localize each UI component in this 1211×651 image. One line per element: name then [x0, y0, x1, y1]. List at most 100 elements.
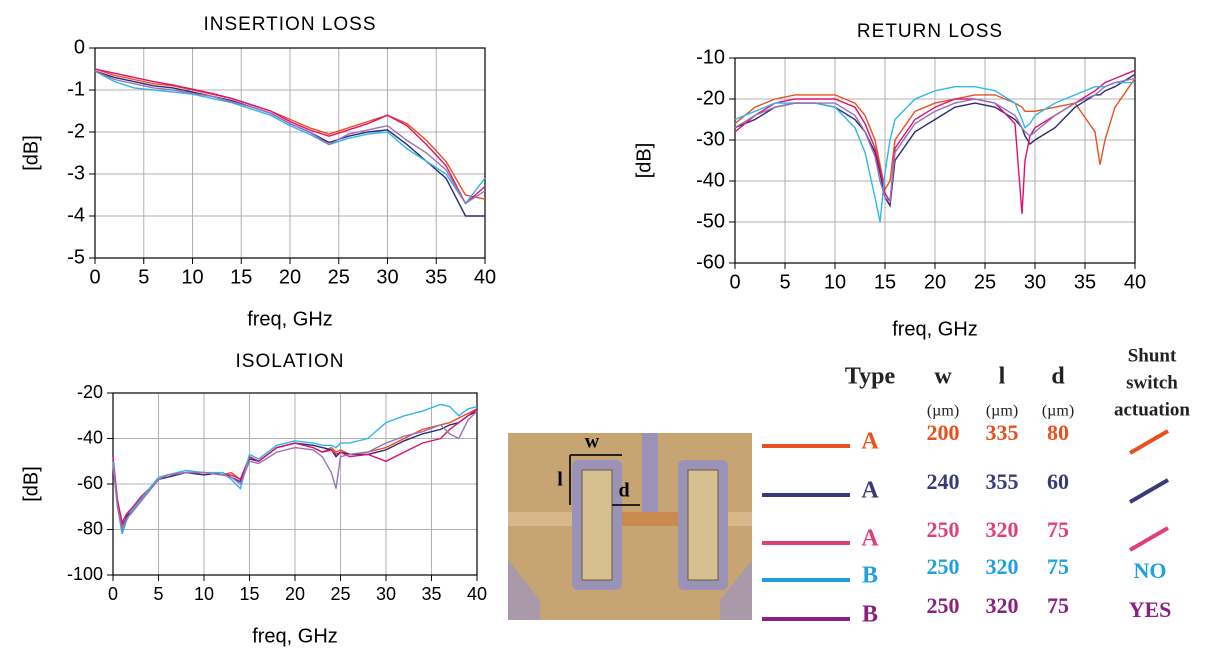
chart-title: ISOLATION: [236, 351, 345, 372]
row-value: 320: [986, 517, 1019, 542]
photo: w l d: [508, 431, 752, 620]
x-axis-label: freq, GHz: [892, 318, 978, 340]
row-value: 250: [927, 554, 960, 579]
series-line: [734, 78, 1136, 192]
table-header: d: [1051, 364, 1065, 390]
table-unit: (µm): [1042, 403, 1074, 420]
x-axis-label: freq, GHz: [252, 625, 338, 647]
row-value: 355: [986, 469, 1019, 494]
row-value: 60: [1047, 469, 1069, 494]
series-line: [94, 68, 486, 200]
pad: [720, 560, 752, 620]
row-value: 335: [986, 420, 1019, 445]
row-type: A: [861, 526, 879, 552]
photo-label: l: [557, 469, 563, 491]
y-tick-label: -40: [696, 169, 725, 191]
plot-frame: [94, 47, 486, 259]
row-value: 320: [986, 554, 1019, 579]
table-header: Type: [845, 364, 896, 390]
y-axis-label: [dB]: [633, 143, 655, 179]
y-tick-label: -50: [696, 210, 725, 232]
center-line: [622, 512, 678, 526]
row-value: 250: [927, 517, 960, 542]
x-tick-label: 25: [330, 584, 350, 604]
row-type: B: [862, 602, 878, 628]
y-tick-label: -5: [67, 246, 85, 268]
table-header: l: [999, 364, 1006, 390]
y-tick-label: -30: [696, 128, 725, 150]
actuation-icon: [1128, 429, 1170, 455]
series-line: [94, 70, 486, 205]
table-unit: (µm): [927, 403, 959, 420]
x-axis-label: freq, GHz: [247, 308, 333, 330]
x-tick-label: 35: [1074, 271, 1096, 293]
row-type: B: [862, 563, 878, 589]
x-tick-label: 35: [425, 266, 447, 288]
y-tick-label: -20: [696, 87, 725, 109]
y-tick-label: -20: [77, 382, 103, 402]
x-tick-label: 5: [153, 584, 163, 604]
y-tick-label: -40: [77, 427, 103, 447]
x-tick-label: 20: [924, 271, 946, 293]
table-header: w: [934, 364, 952, 390]
y-tick-label: -80: [77, 518, 103, 538]
x-tick-label: 30: [376, 266, 398, 288]
y-tick-label: -60: [696, 251, 725, 273]
x-tick-label: 35: [421, 584, 441, 604]
y-axis-label: [dB]: [20, 135, 42, 171]
series-line: [112, 403, 478, 535]
photo-label: d: [618, 480, 629, 502]
x-tick-label: 5: [138, 266, 149, 288]
y-tick-label: -60: [77, 473, 103, 493]
row-value: 75: [1047, 593, 1069, 618]
row-type: A: [861, 478, 879, 504]
x-tick-label: 15: [239, 584, 259, 604]
y-tick-label: -3: [67, 162, 85, 184]
y-axis-label: [dB]: [20, 466, 42, 502]
actuation-icon: [1128, 526, 1170, 552]
bias-line: [642, 433, 658, 513]
row-value: 75: [1047, 554, 1069, 579]
row-value: 250: [927, 593, 960, 618]
x-tick-label: 15: [874, 271, 896, 293]
x-tick-label: 40: [1124, 271, 1146, 293]
chart-title: RETURN LOSS: [857, 21, 1003, 42]
pad: [508, 560, 540, 620]
y-tick-label: -4: [67, 204, 85, 226]
table-header: switch: [1126, 372, 1178, 393]
table-header: actuation: [1114, 399, 1190, 420]
plot-frame: [112, 392, 478, 576]
y-tick-label: -2: [67, 120, 85, 142]
row-value: 320: [986, 593, 1019, 618]
series-line: [734, 77, 1136, 203]
x-tick-label: 25: [328, 266, 350, 288]
row-value: 240: [927, 469, 960, 494]
row-value: 200: [927, 420, 960, 445]
series-line: [112, 408, 478, 525]
table-header: Shunt: [1128, 345, 1177, 366]
x-tick-label: 0: [89, 266, 100, 288]
series-line: [734, 81, 1135, 223]
chart-title: INSERTION LOSS: [203, 14, 376, 35]
series-line: [94, 68, 486, 205]
row-value: 80: [1047, 420, 1069, 445]
x-tick-label: 15: [230, 266, 252, 288]
x-tick-label: 10: [181, 266, 203, 288]
y-tick-label: -1: [67, 78, 85, 100]
x-tick-label: 0: [108, 584, 118, 604]
row-actuation: NO: [1134, 558, 1167, 583]
y-tick-label: -100: [67, 564, 103, 584]
row-value: 75: [1047, 517, 1069, 542]
x-tick-label: 5: [779, 271, 790, 293]
x-tick-label: 10: [824, 271, 846, 293]
series-line: [94, 70, 486, 205]
x-tick-label: 0: [729, 271, 740, 293]
photo-label: w: [585, 431, 600, 453]
row-type: A: [861, 429, 879, 455]
x-tick-label: 20: [279, 266, 301, 288]
x-tick-label: 30: [1024, 271, 1046, 293]
series-line: [112, 410, 478, 532]
table-unit: (µm): [986, 403, 1018, 420]
membrane: [687, 469, 719, 581]
membrane: [581, 469, 613, 581]
